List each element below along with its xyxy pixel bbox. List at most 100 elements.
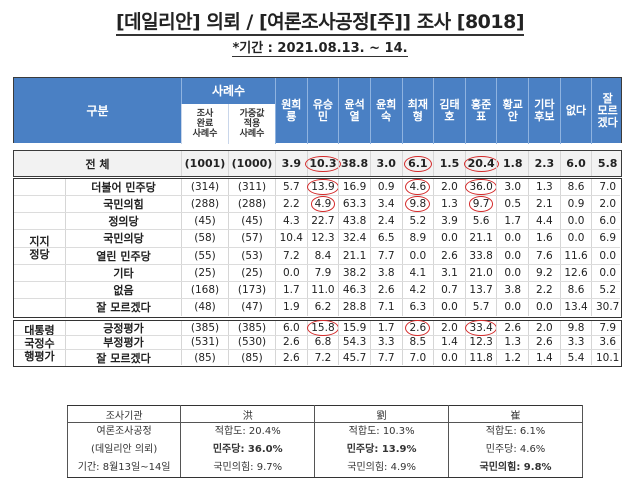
value-cell: 2.0 <box>591 196 623 213</box>
value-cell: 1.4 <box>528 350 560 365</box>
header-sample-sub: 조사 완료 사례수 <box>181 104 228 144</box>
value-cell: 30.7 <box>591 298 623 316</box>
highlight-circle: 20.4 <box>463 155 499 172</box>
summary-cell: 기간: 8월13일~14일 <box>66 459 182 478</box>
value-cell: 0.0 <box>275 264 307 281</box>
value-cell: 6.5 <box>369 230 402 247</box>
summary-cell: 적합도: 10.3% <box>314 422 450 441</box>
value-cell: 4.6 <box>401 179 434 196</box>
value-cell: 32.4 <box>338 230 370 247</box>
sample-done: (85) <box>181 350 228 365</box>
value-cell: 7.1 <box>369 298 402 316</box>
row-label: 부정평가 <box>103 336 144 350</box>
header-candidate: 윤희 숙 <box>369 78 402 144</box>
value-cell: 2.6 <box>433 247 465 264</box>
value-cell: 11.8 <box>464 350 497 365</box>
sample-weighted: (173) <box>228 281 275 298</box>
row-label: 전 체 <box>85 157 110 171</box>
highlight-circle: 6.1 <box>404 155 432 172</box>
value-cell: 9.8 <box>559 321 592 335</box>
value-cell: 7.0 <box>401 350 434 365</box>
value-cell: 5.6 <box>464 213 497 230</box>
value-cell: 4.1 <box>401 264 434 281</box>
sample-weighted: (385) <box>228 321 275 335</box>
value-cell: 5.4 <box>559 350 592 365</box>
value-cell: 10.4 <box>275 230 307 247</box>
highlight-circle: 4.9 <box>310 196 336 213</box>
sample-weighted: (25) <box>228 264 275 281</box>
highlight-circle: 15.8 <box>307 319 339 336</box>
sample-done: (531) <box>181 335 228 350</box>
value-cell: 3.8 <box>496 281 528 298</box>
sample-done: (1001) <box>181 151 228 176</box>
summary-row: 여론조사공정 적합도: 20.4% 적합도: 10.3% 적합도: 6.1% <box>66 422 583 441</box>
row-label: 정의당 <box>108 215 139 229</box>
value-cell: 0.0 <box>496 264 528 281</box>
highlight-circle: 2.6 <box>405 319 431 336</box>
value-cell: 21.0 <box>464 264 497 281</box>
value-cell: 13.7 <box>464 281 497 298</box>
value-cell: 9.7 <box>464 196 497 213</box>
value-cell: 1.7 <box>369 321 402 335</box>
value-cell: 0.0 <box>433 298 465 316</box>
value-cell: 2.6 <box>275 350 307 365</box>
sample-weighted: (85) <box>228 350 275 365</box>
value-cell: 33.8 <box>464 247 497 264</box>
summary-cell: (데일리안 의뢰) <box>66 441 182 459</box>
value-cell: 0.9 <box>559 196 592 213</box>
value-cell: 7.2 <box>275 247 307 264</box>
summary-cell: 민주당: 36.0% <box>180 441 316 459</box>
summary-cell: 민주당: 13.9% <box>314 441 450 459</box>
value-cell: 8.4 <box>306 247 339 264</box>
summary-cell: 국민의힘: 4.9% <box>314 459 450 478</box>
value-cell: 2.3 <box>528 151 560 176</box>
value-cell: 2.1 <box>528 196 560 213</box>
value-cell: 0.0 <box>496 298 528 316</box>
value-cell: 8.9 <box>401 230 434 247</box>
value-cell: 6.0 <box>591 213 623 230</box>
value-cell: 9.8 <box>401 196 434 213</box>
value-cell: 10.3 <box>305 151 341 176</box>
value-cell: 2.0 <box>433 179 465 196</box>
value-cell: 12.6 <box>559 264 592 281</box>
table-header: 구분 사례수 조사 완료 사례수 가중값 적용 사례수 원희 룡 유승 민 윤석 열 윤희 숙 최재 형 김태 호 홍준… <box>13 77 622 144</box>
value-cell: 2.0 <box>433 321 465 335</box>
value-cell: 4.4 <box>528 213 560 230</box>
value-cell: 3.1 <box>433 264 465 281</box>
value-cell: 4.2 <box>401 281 434 298</box>
value-cell: 3.9 <box>433 213 465 230</box>
group-1: 대통령 국정수 행평가 긍정평가 (385) (385) 6.0 15.8 15.9 1.7 2.6… <box>13 319 623 367</box>
header-candidate: 최재 형 <box>401 78 434 144</box>
group-label: 대통령 국정수 행평가 <box>14 321 66 366</box>
table-row: 기타 (25) (25) 0.0 7.9 38.2 3.8 4.1 3.1 21.0 0.0 9.2 1… <box>14 264 620 282</box>
value-cell: 5.2 <box>591 281 623 298</box>
value-cell: 7.9 <box>591 321 623 335</box>
value-cell: 8.6 <box>559 281 592 298</box>
value-cell: 6.8 <box>306 335 339 350</box>
total-row: 전 체 (1001) (1000) 3.9 10.3 38.8 3.0 6.1 1.5 20.4 1… <box>13 150 622 177</box>
value-cell: 3.9 <box>275 151 307 176</box>
header-sample-count: 사례수 <box>181 78 275 104</box>
highlight-circle: 9.7 <box>468 196 494 213</box>
value-cell: 38.8 <box>338 151 370 176</box>
row-label: 국민의당 <box>103 232 144 246</box>
table-row: 정의당 (45) (45) 4.3 22.7 43.8 2.4 5.2 3.9 5.6 1.7 4.4… <box>14 213 623 231</box>
summary-cell: 국민의힘: 9.7% <box>180 459 316 478</box>
sample-weighted: (1000) <box>228 151 275 176</box>
summary-cell: 여론조사공정 <box>66 422 182 441</box>
table-row: 잘 모르겠다 (48) (47) 1.9 6.2 28.8 7.1 6.3 0.0 5.7 0.0 0… <box>14 298 623 316</box>
value-cell: 54.3 <box>338 335 370 350</box>
header-sample-sub: 가중값 적용 사례수 <box>228 104 275 144</box>
sample-done: (58) <box>181 230 228 247</box>
row-label: 잘 모르겠다 <box>96 351 151 365</box>
value-cell: 0.9 <box>369 179 402 196</box>
value-cell: 0.0 <box>496 230 528 247</box>
group-0: 지지 정당 더불어 민주당 (314) (311) 5.7 13.9 16.9 0.9 4.6 2.… <box>13 178 622 318</box>
value-cell: 13.9 <box>306 179 339 196</box>
value-cell: 15.8 <box>306 319 339 336</box>
value-cell: 2.6 <box>496 321 528 335</box>
value-cell: 8.6 <box>559 179 592 196</box>
value-cell: 2.6 <box>401 319 434 336</box>
table-row: 열린 민주당 (55) (53) 7.2 8.4 21.1 7.7 0.0 2.6 33.8 0.0… <box>14 247 620 265</box>
value-cell: 2.2 <box>275 196 307 213</box>
